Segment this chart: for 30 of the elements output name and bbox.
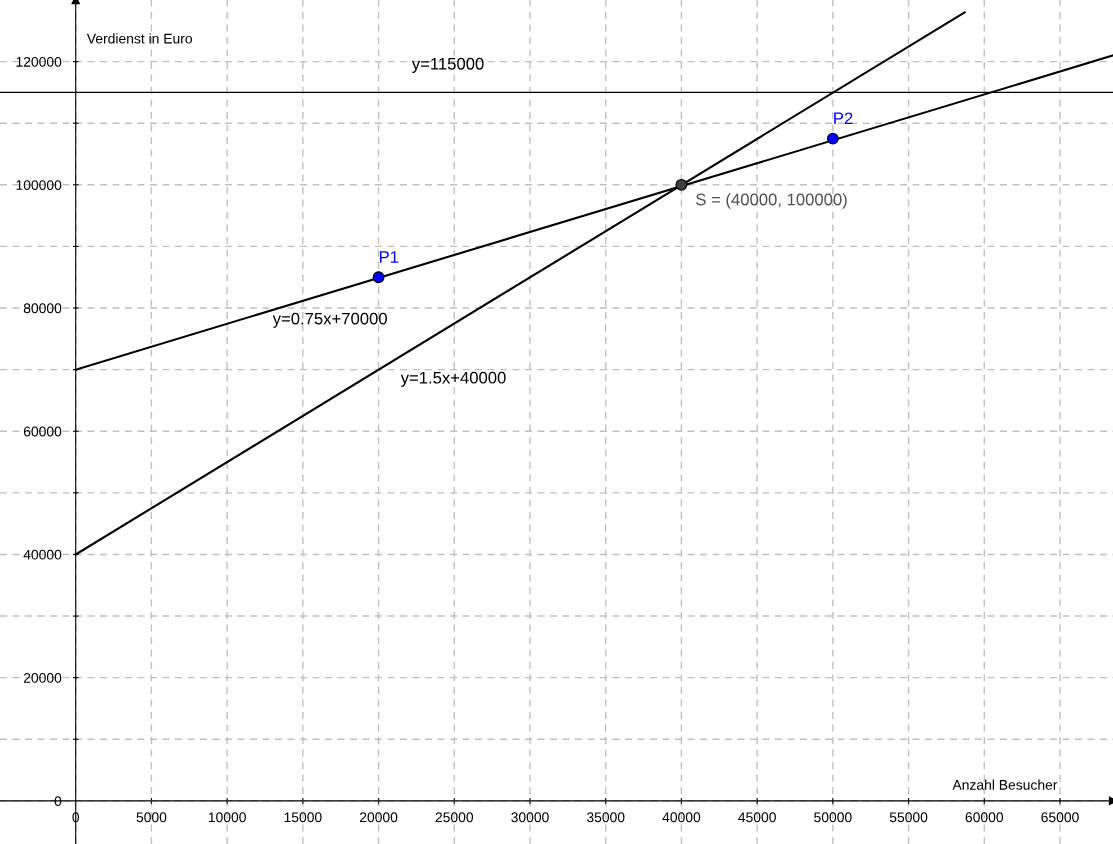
x-tick-label: 5000: [136, 812, 167, 823]
series-label: S = (40000, 100000): [696, 193, 847, 209]
x-tick-label: 55000: [889, 812, 928, 823]
series-label: P2: [834, 112, 853, 125]
x-tick-label: 60000: [965, 812, 1004, 823]
x-tick-label: 20000: [359, 812, 398, 823]
annotation: y=1.5x+40000: [400, 371, 506, 387]
y-tick-label: 80000: [23, 303, 62, 314]
x-tick-label: 65000: [1041, 812, 1079, 823]
x-tick-label: 10000: [208, 812, 246, 823]
annotation: y=0.75x+70000: [272, 312, 387, 328]
point: [372, 271, 385, 284]
point: [826, 132, 839, 145]
x-tick-label: 40000: [662, 812, 701, 823]
x-tick-label: 45000: [738, 812, 776, 823]
y-tick-label: 20000: [23, 673, 62, 683]
y-tick-label: 120000: [16, 56, 62, 67]
ref-line-label: y=115000: [411, 57, 484, 73]
x-tick-label: 15000: [284, 812, 322, 823]
y-tick-label: 60000: [23, 426, 62, 437]
x-tick-label: 50000: [814, 812, 852, 823]
x-tick-label: 30000: [511, 812, 549, 823]
y-axis-title: Verdienst in Euro: [86, 33, 193, 44]
x-axis-title: Anzahl Besucher: [952, 779, 1058, 790]
point: [675, 178, 688, 191]
x-tick-label: 25000: [435, 812, 474, 823]
y-tick-label: 100000: [16, 180, 62, 190]
x-tick-label: 35000: [586, 812, 625, 823]
series-label: P1: [379, 251, 399, 263]
y-tick-label: 40000: [23, 549, 62, 560]
